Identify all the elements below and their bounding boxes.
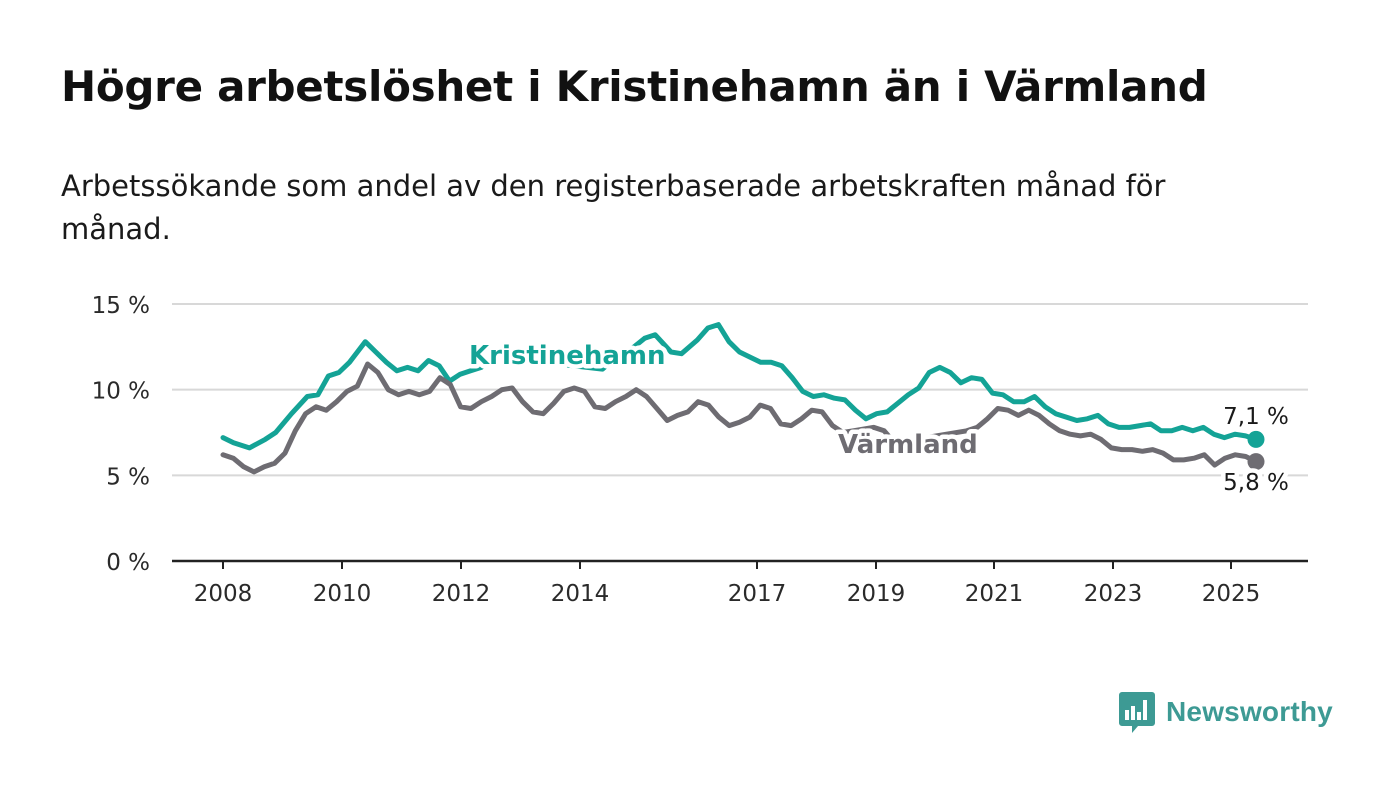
end-value-label-varmland: 5,8 % xyxy=(1223,470,1289,496)
y-tick-label: 0 % xyxy=(106,550,150,576)
grid-lines xyxy=(172,303,1308,477)
x-tick-label: 2012 xyxy=(432,581,491,607)
end-point-varmland xyxy=(1247,453,1265,471)
end-value-label-kristinehamn: 7,1 % xyxy=(1223,404,1289,430)
series-labels: Kristinehamn Värmland 7,1 % 5,8 % xyxy=(465,337,1294,501)
x-tick-label: 2023 xyxy=(1084,581,1143,607)
newsworthy-logo: Newsworthy xyxy=(1118,690,1333,734)
chart-subtitle: Arbetssökande som andel av den registerb… xyxy=(61,169,1166,246)
series-group xyxy=(220,322,1265,475)
x-tick-label: 2021 xyxy=(965,581,1024,607)
series-label-varmland: Värmland xyxy=(838,430,978,460)
x-tick-label: 2025 xyxy=(1202,581,1261,607)
series-label-kristinehamn: Kristinehamn xyxy=(469,341,666,371)
x-tick-label: 2014 xyxy=(551,581,610,607)
end-point-kristinehamn xyxy=(1247,430,1265,448)
y-tick-label: 5 % xyxy=(106,464,150,490)
y-tick-label: 15 % xyxy=(92,293,150,319)
series-line-varmland xyxy=(220,361,1259,475)
x-tick-label: 2010 xyxy=(313,581,372,607)
chart-title: Högre arbetslöshet i Kristinehamn än i V… xyxy=(61,62,1208,111)
y-axis-tick-labels: 0 % 5 % 10 % 15 % xyxy=(92,293,150,576)
x-tick-label: 2008 xyxy=(194,581,253,607)
series-line-kristinehamn xyxy=(220,322,1259,451)
x-tick-label: 2019 xyxy=(847,581,906,607)
x-tick-label: 2017 xyxy=(728,581,787,607)
x-axis-tick-labels: 2008 2010 2012 2014 2017 2019 2021 2023 2025 xyxy=(194,561,1261,607)
bar-chart-speech-bubble-icon xyxy=(1119,692,1155,733)
brand-name: Newsworthy xyxy=(1166,696,1333,727)
y-tick-label: 10 % xyxy=(92,379,150,405)
